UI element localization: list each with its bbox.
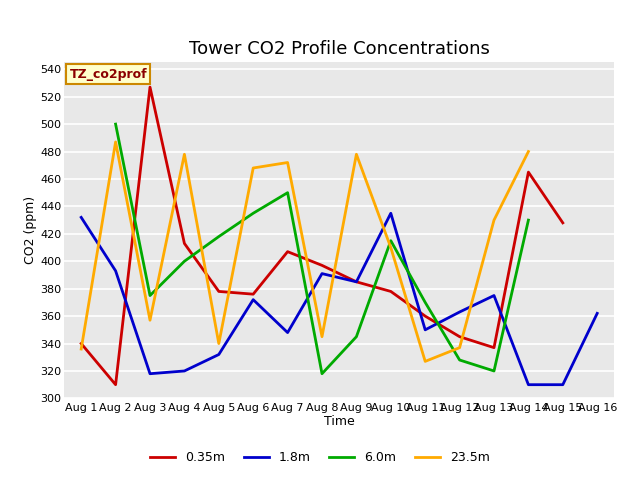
Title: Tower CO2 Profile Concentrations: Tower CO2 Profile Concentrations: [189, 40, 490, 58]
Y-axis label: CO2 (ppm): CO2 (ppm): [24, 196, 37, 264]
X-axis label: Time: Time: [324, 415, 355, 428]
Text: TZ_co2prof: TZ_co2prof: [70, 68, 147, 81]
Legend: 0.35m, 1.8m, 6.0m, 23.5m: 0.35m, 1.8m, 6.0m, 23.5m: [145, 446, 495, 469]
